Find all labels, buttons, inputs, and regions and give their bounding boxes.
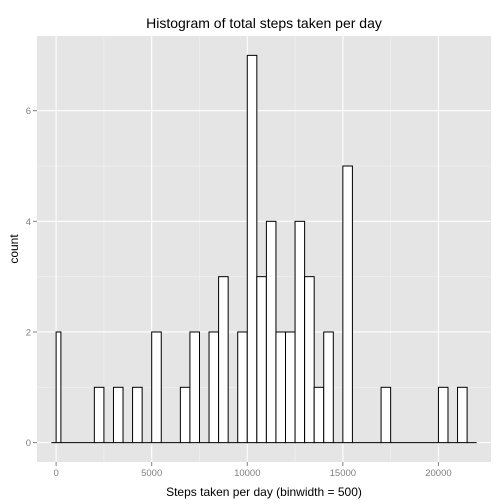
histogram-bar (380, 386, 392, 444)
histogram-bar (256, 276, 267, 444)
y-tick-label: 2 (26, 327, 31, 338)
histogram-bar (437, 386, 449, 444)
histogram-bar (218, 276, 229, 444)
histogram-bar (457, 386, 468, 444)
histogram-bar (246, 54, 258, 444)
x-tick-label: 20000 (425, 468, 451, 479)
x-tick-label: 15000 (330, 468, 356, 479)
histogram-bar (151, 331, 162, 444)
y-tick-label: 6 (26, 106, 31, 117)
chart-title: Histogram of total steps taken per day (146, 15, 382, 31)
histogram-bar (189, 331, 200, 444)
x-axis: 0 5000 10000 15000 20000 (53, 462, 452, 479)
y-axis: 0 2 4 6 (26, 106, 37, 449)
histogram-bar (93, 386, 105, 444)
histogram-bars (51, 54, 477, 444)
histogram-bar (55, 331, 62, 444)
y-tick-label: 4 (26, 217, 31, 228)
histogram-bar (285, 331, 296, 444)
histogram-bar (342, 165, 353, 444)
x-tick-label: 0 (53, 468, 58, 479)
histogram-bar (323, 331, 334, 444)
histogram-bar (275, 331, 287, 444)
histogram-bar (304, 276, 315, 444)
histogram-bar (208, 331, 220, 444)
histogram-bar (237, 331, 248, 444)
histogram-bar (294, 220, 306, 444)
x-tick-label: 10000 (234, 468, 260, 479)
histogram-bar (132, 386, 143, 444)
histogram-bar (112, 386, 124, 444)
histogram-bar (313, 386, 325, 444)
y-axis-label: count (7, 234, 21, 264)
x-tick-label: 5000 (141, 468, 162, 479)
histogram-bar (265, 220, 277, 444)
y-tick-label: 0 (26, 438, 31, 449)
histogram-bar (179, 386, 191, 444)
x-axis-label: Steps taken per day (binwidth = 500) (166, 485, 362, 499)
